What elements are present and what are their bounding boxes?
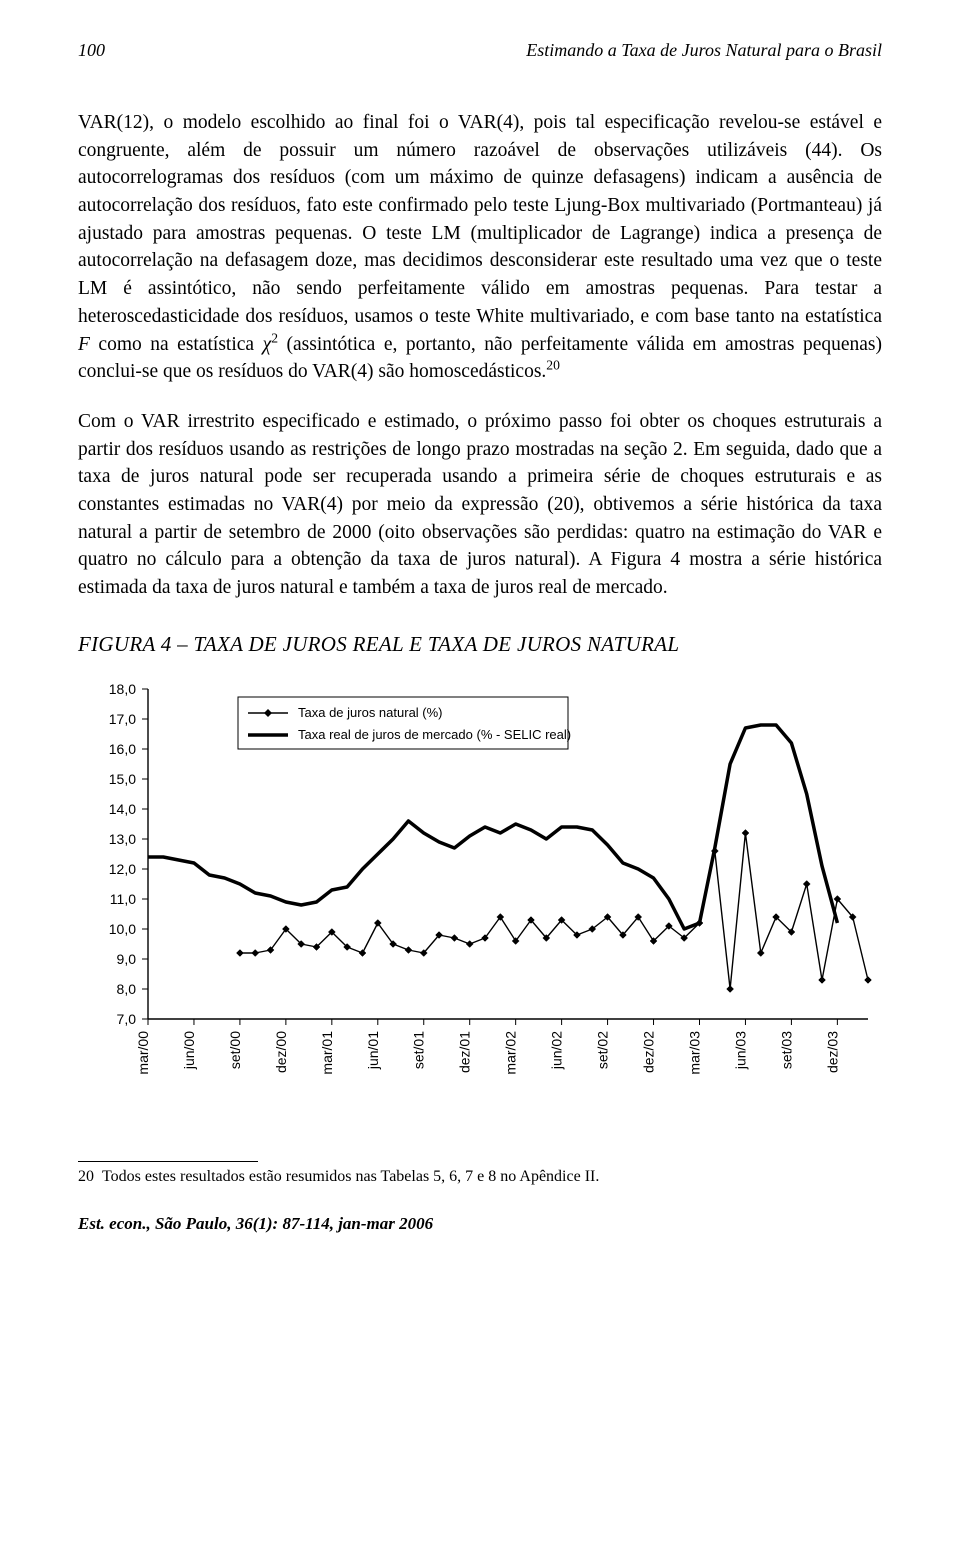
running-head: 100 Estimando a Taxa de Juros Natural pa… — [78, 40, 882, 61]
svg-text:18,0: 18,0 — [109, 681, 136, 697]
svg-text:Taxa de juros natural (%): Taxa de juros natural (%) — [298, 705, 443, 720]
svg-text:10,0: 10,0 — [109, 921, 136, 937]
svg-text:set/00: set/00 — [227, 1030, 243, 1068]
chi-symbol: χ — [263, 334, 272, 355]
svg-text:15,0: 15,0 — [109, 771, 136, 787]
svg-text:13,0: 13,0 — [109, 831, 136, 847]
svg-text:dez/02: dez/02 — [641, 1030, 657, 1072]
body-text: VAR(12), o modelo escolhido ao final foi… — [78, 109, 882, 602]
svg-text:jun/00: jun/00 — [181, 1030, 197, 1069]
footnote-separator — [78, 1161, 258, 1162]
footnote-number: 20 — [78, 1168, 94, 1185]
svg-text:jun/01: jun/01 — [365, 1030, 381, 1069]
svg-text:set/01: set/01 — [411, 1030, 427, 1068]
chi-squared-sup: 2 — [271, 330, 278, 345]
figure-title: FIGURA 4 – TAXA DE JUROS REAL E TAXA DE … — [78, 632, 882, 657]
footnote-ref-20: 20 — [546, 358, 560, 373]
svg-text:8,0: 8,0 — [117, 981, 137, 997]
page-footer: Est. econ., São Paulo, 36(1): 87-114, ja… — [78, 1214, 882, 1234]
p1-text-b: como na estatística — [90, 334, 263, 355]
svg-text:dez/00: dez/00 — [273, 1030, 289, 1072]
svg-text:14,0: 14,0 — [109, 801, 136, 817]
paragraph-1: VAR(12), o modelo escolhido ao final foi… — [78, 109, 882, 386]
svg-text:mar/00: mar/00 — [135, 1030, 151, 1074]
footnote-20: 20 Todos estes resultados estão resumido… — [78, 1168, 882, 1186]
running-title: Estimando a Taxa de Juros Natural para o… — [526, 40, 882, 61]
svg-text:mar/03: mar/03 — [686, 1030, 702, 1074]
paragraph-2: Com o VAR irrestrito especificado e esti… — [78, 408, 882, 602]
svg-text:jun/03: jun/03 — [732, 1030, 748, 1069]
svg-text:mar/01: mar/01 — [319, 1030, 335, 1074]
p1-text-a: VAR(12), o modelo escolhido ao final foi… — [78, 112, 882, 327]
svg-text:set/02: set/02 — [595, 1030, 611, 1068]
footnote-text: Todos estes resultados estão resumidos n… — [102, 1168, 599, 1185]
svg-text:9,0: 9,0 — [117, 951, 137, 967]
svg-text:11,0: 11,0 — [110, 891, 136, 907]
stat-F: F — [78, 334, 90, 355]
svg-text:17,0: 17,0 — [109, 711, 136, 727]
page-number: 100 — [78, 40, 105, 61]
chart-svg: 18,0 17,0 16,0 15,0 14,0 13,0 12,0 11,0 10,0 9,0 8… — [78, 679, 882, 1109]
svg-text:dez/03: dez/03 — [824, 1030, 840, 1072]
svg-text:7,0: 7,0 — [117, 1011, 137, 1027]
figure-4-chart: 18,0 17,0 16,0 15,0 14,0 13,0 12,0 11,0 10,0 9,0 8… — [78, 679, 882, 1109]
svg-text:jun/02: jun/02 — [549, 1030, 565, 1069]
svg-text:set/03: set/03 — [778, 1030, 794, 1068]
svg-text:12,0: 12,0 — [109, 861, 136, 877]
svg-text:dez/01: dez/01 — [457, 1030, 473, 1072]
svg-text:mar/02: mar/02 — [503, 1030, 519, 1074]
svg-text:16,0: 16,0 — [109, 741, 136, 757]
svg-text:Taxa real de juros de mercado: Taxa real de juros de mercado (% - SELIC… — [298, 727, 571, 742]
